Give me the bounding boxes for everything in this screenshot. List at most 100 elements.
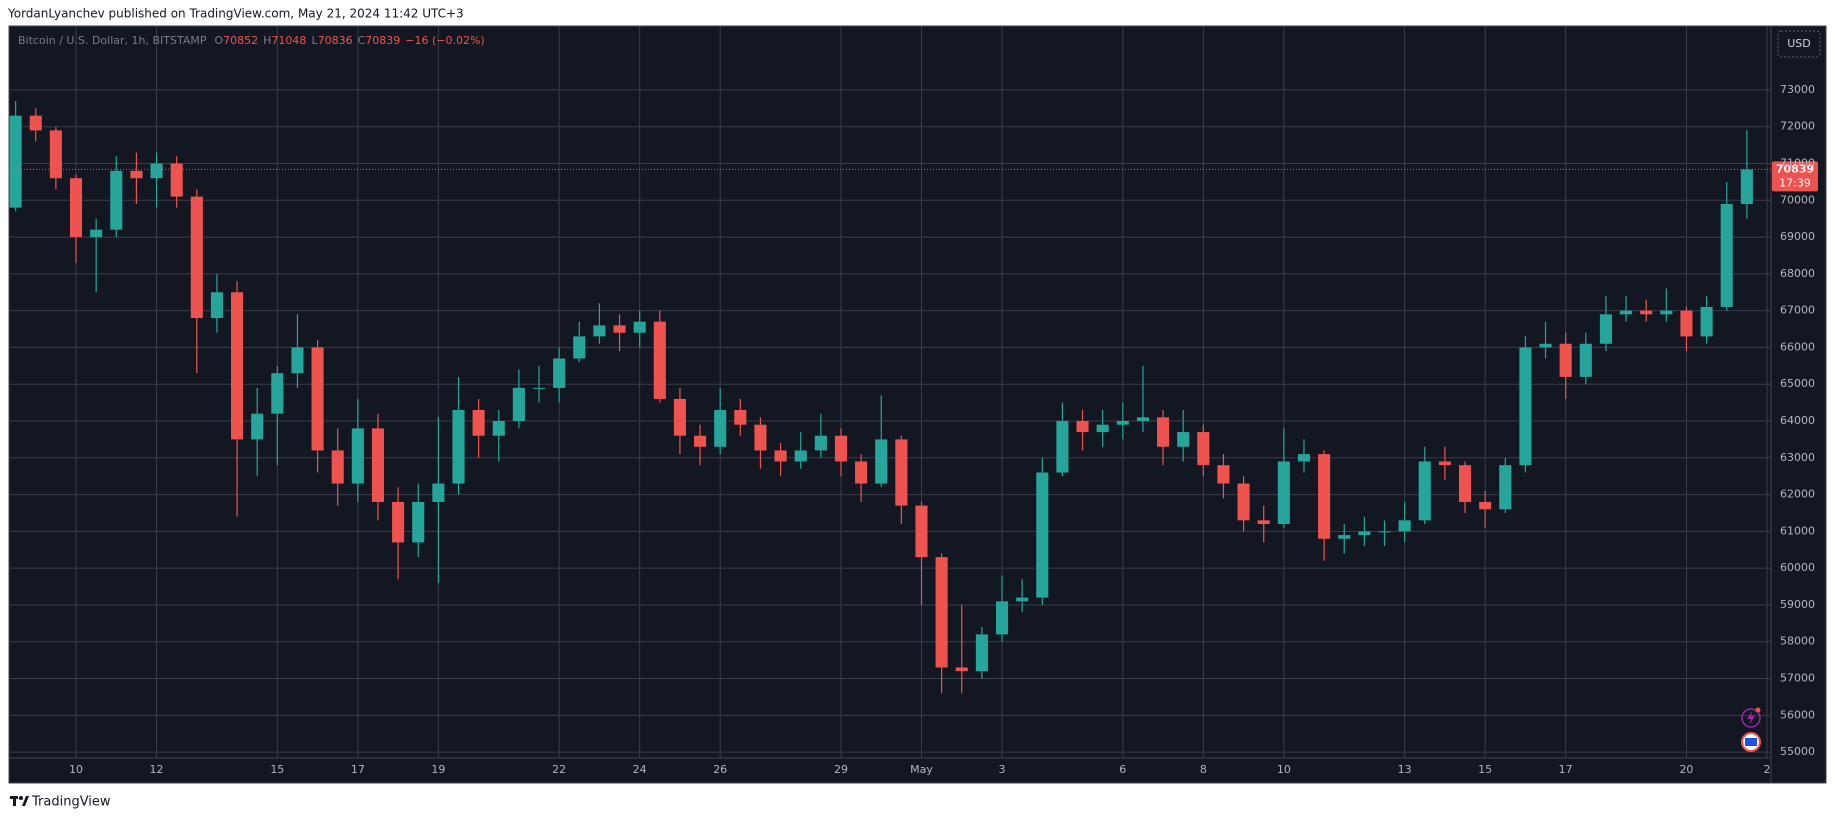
candle-body	[1740, 169, 1753, 204]
candle-body	[1136, 417, 1149, 422]
candle-body	[331, 450, 344, 484]
logo-part	[13, 796, 16, 806]
candle-body	[512, 387, 525, 422]
candle-body	[412, 501, 425, 543]
candle-body	[613, 325, 626, 333]
candle-body	[271, 373, 284, 414]
candle-body	[935, 557, 948, 668]
x-tick-label: 15	[270, 763, 284, 776]
y-tick-label: 56000	[1780, 708, 1815, 721]
y-tick-label: 63000	[1780, 451, 1815, 464]
x-tick-label: 24	[633, 763, 647, 776]
flash-icon[interactable]	[1741, 708, 1761, 728]
x-tick-label: May	[910, 763, 933, 776]
candle-body	[774, 450, 787, 462]
y-tick-label: 65000	[1780, 377, 1815, 390]
candle-body	[955, 667, 968, 672]
x-tick-label: 12	[150, 763, 164, 776]
legend-ohlc-label: L	[311, 34, 318, 47]
candle-body	[975, 634, 988, 672]
x-tick-label: 6	[1119, 763, 1126, 776]
candle-body	[1338, 535, 1351, 539]
candle-body	[1177, 432, 1190, 447]
candle-body	[110, 170, 123, 230]
candle-body	[392, 501, 405, 543]
candle-body	[472, 409, 485, 436]
candle-body	[673, 398, 686, 436]
y-tick-label: 58000	[1780, 635, 1815, 648]
candle-body	[573, 336, 586, 359]
logo-part	[19, 796, 23, 800]
candle-body	[532, 387, 546, 389]
candle-body	[492, 421, 505, 436]
candle-body	[995, 601, 1009, 635]
candle-body	[1096, 424, 1109, 433]
candle-body	[1297, 454, 1311, 462]
candle-body	[915, 505, 928, 558]
candle-body	[190, 196, 203, 319]
y-tick-label: 61000	[1780, 524, 1815, 537]
candle-body	[1700, 306, 1713, 337]
publish-header: YordanLyanchev published on TradingView.…	[7, 7, 464, 21]
candle-body	[1479, 501, 1492, 510]
candle-body	[1378, 531, 1391, 533]
x-tick-label: 10	[1277, 763, 1291, 776]
price-tag	[1772, 161, 1818, 192]
candle-body	[1599, 314, 1612, 344]
candle-body	[69, 178, 83, 238]
y-tick-label: 67000	[1780, 304, 1815, 317]
y-tick-label: 69000	[1780, 230, 1815, 243]
candle-body	[150, 163, 163, 179]
candle-body	[210, 292, 223, 319]
candle-body	[371, 428, 385, 502]
candle-body	[29, 115, 42, 131]
candle-body	[653, 321, 666, 399]
legend-ohlc-label: H	[263, 34, 271, 47]
candle-body	[895, 439, 908, 506]
candle-body	[1458, 465, 1472, 502]
candle-body	[1277, 461, 1290, 525]
y-tick-label: 60000	[1780, 561, 1815, 574]
candle-body	[1217, 465, 1230, 484]
candle-body	[1036, 472, 1049, 598]
y-tick-label: 62000	[1780, 488, 1815, 501]
legend-ohlc-value: 71048	[271, 34, 306, 47]
candle-body	[1539, 343, 1552, 348]
legend-ohlc-label: C	[358, 34, 366, 47]
candle-body	[231, 292, 244, 440]
candle-body	[1418, 461, 1431, 521]
candle-body	[311, 347, 324, 451]
y-tick-label: 70000	[1780, 193, 1815, 206]
legend: Bitcoin / U.S. Dollar, 1h, BITSTAMP O7085…	[18, 34, 485, 47]
candle-body	[170, 163, 183, 197]
candle-body	[1680, 310, 1693, 337]
x-tick-label: 20	[1679, 763, 1693, 776]
y-tick-label: 64000	[1780, 414, 1815, 427]
legend-ohlc-value: 70839	[365, 34, 400, 47]
y-tick-label: 55000	[1780, 745, 1815, 758]
flag-body	[1745, 738, 1757, 746]
candle-body	[553, 358, 566, 388]
y-tick-label: 59000	[1780, 598, 1815, 611]
tradingview-logo	[10, 796, 29, 806]
candle-body	[1660, 310, 1673, 315]
legend-change: −16 (−0.02%)	[405, 34, 484, 47]
candle-body	[432, 483, 445, 502]
flash-bolt	[1747, 711, 1755, 725]
currency-label: USD	[1787, 37, 1811, 50]
candle-body	[1237, 483, 1250, 521]
currency-button[interactable]	[1777, 30, 1821, 58]
candle-body	[1197, 432, 1210, 466]
x-tick-label: 13	[1398, 763, 1412, 776]
footer-brand: TradingView	[31, 795, 111, 810]
y-tick-label: 66000	[1780, 340, 1815, 353]
y-tick-label: 68000	[1780, 267, 1815, 280]
legend-ohlc-label: O	[214, 34, 223, 47]
y-tick-label: 72000	[1780, 120, 1815, 133]
candle-body	[794, 450, 807, 462]
candle-body	[1076, 421, 1089, 433]
candle-body	[1398, 520, 1411, 532]
flash-dot	[1755, 707, 1761, 713]
candle-body	[291, 347, 304, 374]
